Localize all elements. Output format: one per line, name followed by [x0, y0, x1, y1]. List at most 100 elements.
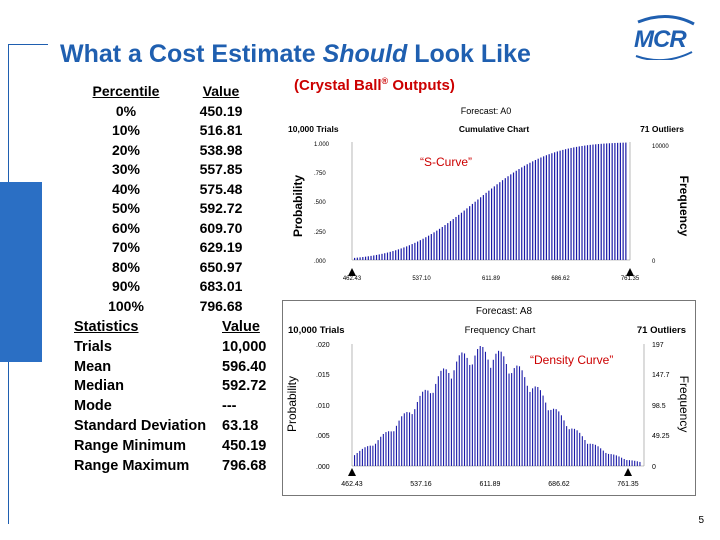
cumulative-bar [389, 251, 391, 260]
stat-value: 596.40 [222, 358, 267, 375]
frame-line-top [8, 44, 48, 45]
cumulative-bar [466, 208, 468, 260]
frequency-bar [492, 359, 494, 466]
stat-value: 450.19 [222, 437, 267, 454]
frequency-bar [453, 370, 455, 466]
y2-axis-label: Frequency [677, 176, 691, 237]
cumulative-bar [532, 161, 534, 260]
cumulative-bar [518, 169, 520, 260]
x-ticks: 462.43 537.10 611.89 686.62 761.35 [343, 276, 640, 282]
trials-label: 10,000 Trials [288, 325, 345, 336]
left-slider-icon[interactable] [348, 468, 356, 476]
cumulative-bar [474, 201, 476, 260]
frequency-bar [526, 385, 528, 466]
frequency-bar [403, 413, 405, 466]
right-slider-icon[interactable] [624, 468, 632, 476]
table-row: Range Minimum 450.19 [74, 437, 274, 457]
cumulative-bar [469, 206, 471, 260]
x-ticks: 462.43 537.16 611.89 686.62 761.35 [341, 481, 639, 488]
x-tick-label: 761.35 [617, 481, 639, 488]
frequency-bar [354, 455, 356, 466]
frequency-bar [435, 383, 437, 466]
outliers-label: 71 Outliers [640, 124, 684, 134]
cumulative-bar [359, 257, 361, 260]
frequency-bar [411, 414, 413, 466]
percentile-table: Percentile Value 0% 450.19 10% 516.81 20% 5… [80, 82, 270, 316]
table-row: 70% 629.19 [80, 238, 270, 258]
cumulative-bar [493, 186, 495, 260]
value-cell: 683.01 [199, 278, 243, 294]
right-slider-icon[interactable] [626, 268, 634, 276]
cumulative-bar [562, 149, 564, 260]
cumulative-bar [485, 192, 487, 260]
left-slider-icon[interactable] [348, 268, 356, 276]
cumulative-bar [397, 249, 400, 260]
table-header: Statistics Value [74, 318, 274, 338]
frequency-bar [568, 429, 570, 466]
frequency-bar [490, 367, 492, 466]
table-row: 20% 538.98 [80, 141, 270, 161]
table-row: 10% 516.81 [80, 121, 270, 141]
title-prefix: What a Cost Estimate [60, 40, 323, 68]
cumulative-bar [354, 257, 356, 260]
cumulative-bar [526, 164, 528, 260]
cumulative-bar [581, 145, 583, 260]
cumulative-bar [586, 145, 589, 260]
table-row: Standard Deviation 63.18 [74, 417, 274, 437]
frequency-bar [621, 457, 623, 466]
stat-label: Standard Deviation [74, 417, 207, 434]
value-cell: 796.68 [199, 297, 243, 314]
frequency-bar [566, 426, 568, 466]
header-statistics: Statistics [74, 319, 139, 335]
y2-tick-label: 147.7 [652, 372, 670, 379]
s-curve-annotation: “S-Curve” [420, 155, 472, 169]
y-axis-label: Probability [291, 175, 305, 237]
header-value: Value [222, 319, 260, 335]
y-tick-label: .015 [316, 372, 330, 379]
cumulative-bar [430, 234, 432, 260]
stat-value: 10,000 [222, 338, 267, 355]
cumulative-bar [452, 219, 454, 260]
frequency-bar [469, 364, 471, 466]
statistics-table: Statistics Value Trials 10,000 Mean 596.40… [74, 318, 274, 476]
cumulative-bar [455, 216, 457, 260]
cumulative-bar [559, 150, 561, 260]
frequency-bar [597, 446, 599, 466]
cumulative-bar [608, 143, 611, 260]
stat-label: Range Maximum [74, 457, 190, 474]
stat-value: 63.18 [222, 417, 259, 434]
cumulative-bar [592, 144, 594, 260]
frequency-bar [558, 411, 560, 466]
frequency-bar [424, 389, 426, 466]
stat-label: Median [74, 378, 124, 395]
frequency-bar [560, 415, 562, 466]
cumulative-bar [425, 237, 427, 260]
x-tick-label: 462.43 [343, 276, 362, 282]
frequency-bar [463, 353, 466, 466]
frequency-bar [521, 370, 523, 466]
cumulative-bar [534, 159, 537, 260]
x-tick-label: 761.35 [621, 276, 640, 282]
frequency-bar [484, 351, 487, 466]
frequency-bar [408, 412, 411, 466]
logo-text: MCR [634, 26, 687, 53]
y-tick-label: .000 [314, 259, 326, 265]
cumulative-bar [414, 242, 416, 260]
frequency-bar [471, 364, 473, 466]
stat-label: Mean [74, 358, 112, 375]
mcr-logo: MCR [628, 12, 698, 62]
cumulative-bar [564, 149, 567, 260]
frequency-bar [419, 395, 421, 466]
frequency-bar [623, 458, 625, 466]
frequency-bar [594, 444, 596, 466]
table-row: 80% 650.97 [80, 258, 270, 278]
frequency-bar [369, 445, 371, 466]
cumulative-bar [510, 174, 512, 260]
cumulative-bar [556, 151, 558, 260]
frequency-bar [427, 390, 429, 466]
cumulative-bar [460, 212, 463, 260]
y-tick-label: .750 [314, 171, 326, 177]
cumulative-bar [488, 190, 490, 260]
title-suffix: Look Like [407, 40, 531, 68]
title-emphasis: Should [322, 40, 408, 68]
